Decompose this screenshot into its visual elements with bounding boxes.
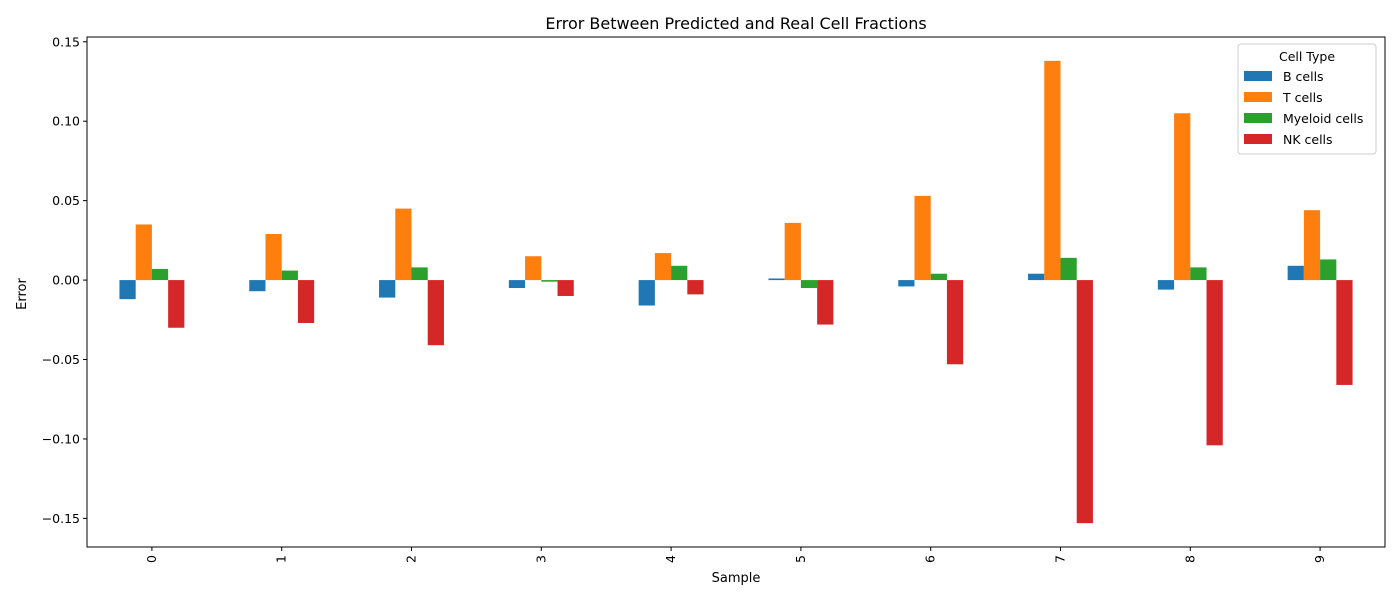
bar-myeloid-cells-sample-4 [671,265,688,281]
y-tick-label: 0.10 [52,114,80,129]
legend-label: Myeloid cells [1283,111,1363,126]
bar-b-cells-sample-9 [1287,265,1304,281]
bar-myeloid-cells-sample-3 [541,280,558,282]
x-tick-label: 9 [1312,555,1327,563]
legend-label: B cells [1283,69,1324,84]
bar-b-cells-sample-6 [898,280,915,287]
x-tick-label: 4 [663,555,678,563]
y-tick-label: 0.15 [52,34,80,49]
bar-nk-cells-sample-5 [817,280,834,325]
bar-myeloid-cells-sample-0 [151,268,169,281]
bar-b-cells-sample-7 [1028,273,1045,281]
bar-myeloid-cells-sample-8 [1190,267,1207,281]
bar-nk-cells-sample-4 [687,280,704,295]
bar-nk-cells-sample-6 [946,280,964,365]
x-tick-label: 0 [144,555,159,563]
plot-frame [86,36,1386,548]
legend-box [1237,43,1377,155]
bar-b-cells-sample-5 [768,278,785,281]
y-tick-label: −0.10 [42,431,80,446]
x-tick-label: 8 [1182,555,1197,563]
bar-b-cells-sample-8 [1157,280,1175,290]
y-tick-label: 0.05 [52,193,80,208]
x-ticks: 0 1 2 3 4 5 6 7 8 9 [144,547,1327,563]
legend-swatch-myeloid-cells [1244,113,1272,123]
x-tick-label: 6 [923,555,938,563]
bar-b-cells-sample-3 [508,280,526,289]
bar-myeloid-cells-sample-7 [1060,257,1077,281]
bar-t-cells-sample-0 [135,224,152,281]
bar-nk-cells-sample-0 [168,280,185,328]
bar-myeloid-cells-sample-1 [281,270,298,281]
x-tick-label: 7 [1053,555,1068,563]
bar-nk-cells-sample-2 [427,280,444,346]
y-tick-label: −0.15 [42,511,80,526]
bar-t-cells-sample-8 [1174,113,1191,281]
axes-layer [86,36,1386,548]
y-tick-label: 0.00 [52,273,80,288]
y-ticks: −0.15 −0.10 −0.05 0.00 0.05 0.10 0.15 [42,34,87,526]
bar-t-cells-sample-9 [1303,210,1321,281]
x-tick-label: 5 [793,555,808,563]
bar-t-cells-sample-3 [525,256,542,281]
legend: Cell Type B cells T cells Myeloid cells NK … [1237,43,1377,155]
x-tick-label: 1 [274,555,289,563]
legend-title: Cell Type [1279,49,1335,64]
bar-myeloid-cells-sample-2 [411,267,428,281]
bar-t-cells-sample-1 [265,234,282,281]
bar-b-cells-sample-0 [119,280,136,300]
bar-myeloid-cells-sample-6 [930,273,947,281]
bar-b-cells-sample-1 [249,280,266,292]
x-axis-label: Sample [712,571,761,586]
chart-title: Error Between Predicted and Real Cell Fr… [545,14,926,33]
legend-label: T cells [1282,90,1323,105]
legend-entries: B cells T cells Myeloid cells NK cells [1244,69,1363,147]
bars-layer [119,60,1353,524]
bar-nk-cells-sample-3 [557,280,574,296]
bar-myeloid-cells-sample-9 [1320,259,1337,281]
bar-nk-cells-sample-7 [1076,280,1093,524]
bar-nk-cells-sample-1 [297,280,315,323]
legend-label: NK cells [1283,132,1333,147]
y-tick-label: −0.05 [42,352,80,367]
bar-myeloid-cells-sample-5 [800,280,818,289]
bar-t-cells-sample-4 [654,253,672,281]
bar-t-cells-sample-7 [1044,60,1061,281]
bar-t-cells-sample-2 [395,208,412,281]
bar-t-cells-sample-6 [914,195,931,281]
bar-t-cells-sample-5 [784,222,801,281]
bar-b-cells-sample-2 [379,280,396,298]
bar-nk-cells-sample-8 [1206,280,1223,446]
legend-swatch-nk-cells [1244,134,1272,144]
y-axis-label: Error [15,278,30,310]
x-tick-label: 2 [404,555,419,563]
legend-swatch-b-cells [1244,71,1272,81]
legend-swatch-t-cells [1244,92,1272,102]
bar-nk-cells-sample-9 [1336,280,1353,385]
x-tick-label: 3 [533,555,548,563]
bar-b-cells-sample-4 [638,280,655,306]
